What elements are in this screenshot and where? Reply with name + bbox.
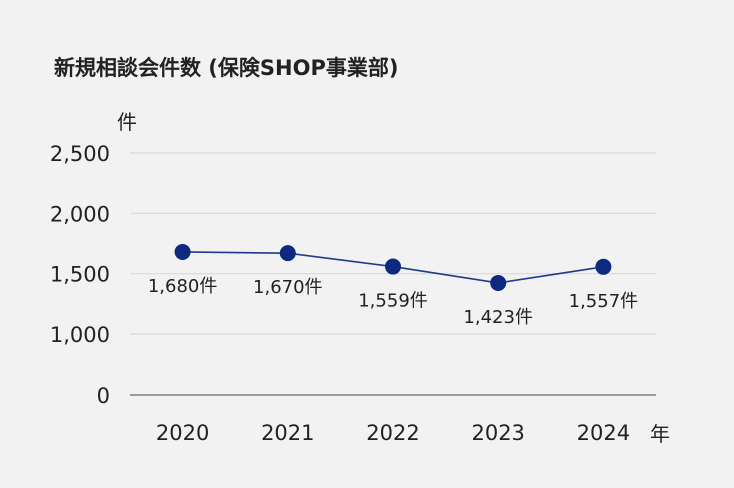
y-tick-label: 2,500 xyxy=(50,142,110,166)
x-tick-label: 2024 xyxy=(577,421,630,445)
data-point-2024 xyxy=(595,258,612,275)
data-point-2022 xyxy=(385,258,401,275)
x-tick-label: 2023 xyxy=(471,421,524,445)
data-point-2021 xyxy=(279,245,296,262)
data-point-2020 xyxy=(174,243,191,260)
x-axis-unit-label: 年 xyxy=(650,422,670,446)
data-label-2023: 1,423件 xyxy=(463,307,533,328)
y-tick-label: 1,500 xyxy=(50,263,110,287)
y-axis-ticks: 0 1,000 1,500 2,000 2,500 xyxy=(50,142,110,408)
data-label-2022: 1,559件 xyxy=(358,291,428,312)
x-tick-label: 2021 xyxy=(261,421,314,445)
y-tick-label: 1,000 xyxy=(50,323,110,347)
x-tick-label: 2022 xyxy=(366,421,419,445)
y-axis-unit-label: 件 xyxy=(117,110,137,134)
data-label-2024: 1,557件 xyxy=(569,291,639,312)
chart-title: 新規相談会件数 (保険SHOP事業部) xyxy=(54,56,399,80)
data-labels: 1,680件 1,670件 1,559件 1,423件 1,557件 xyxy=(148,276,638,328)
data-label-2021: 1,670件 xyxy=(253,277,323,298)
x-axis-ticks: 2020 2021 2022 2023 2024 xyxy=(156,421,630,445)
data-label-2020: 1,680件 xyxy=(148,276,218,297)
data-point-2023 xyxy=(490,274,507,291)
y-tick-label: 2,000 xyxy=(50,202,110,226)
x-tick-label: 2020 xyxy=(156,421,209,445)
series-line-group xyxy=(174,243,612,291)
y-tick-label: 0 xyxy=(97,384,110,408)
